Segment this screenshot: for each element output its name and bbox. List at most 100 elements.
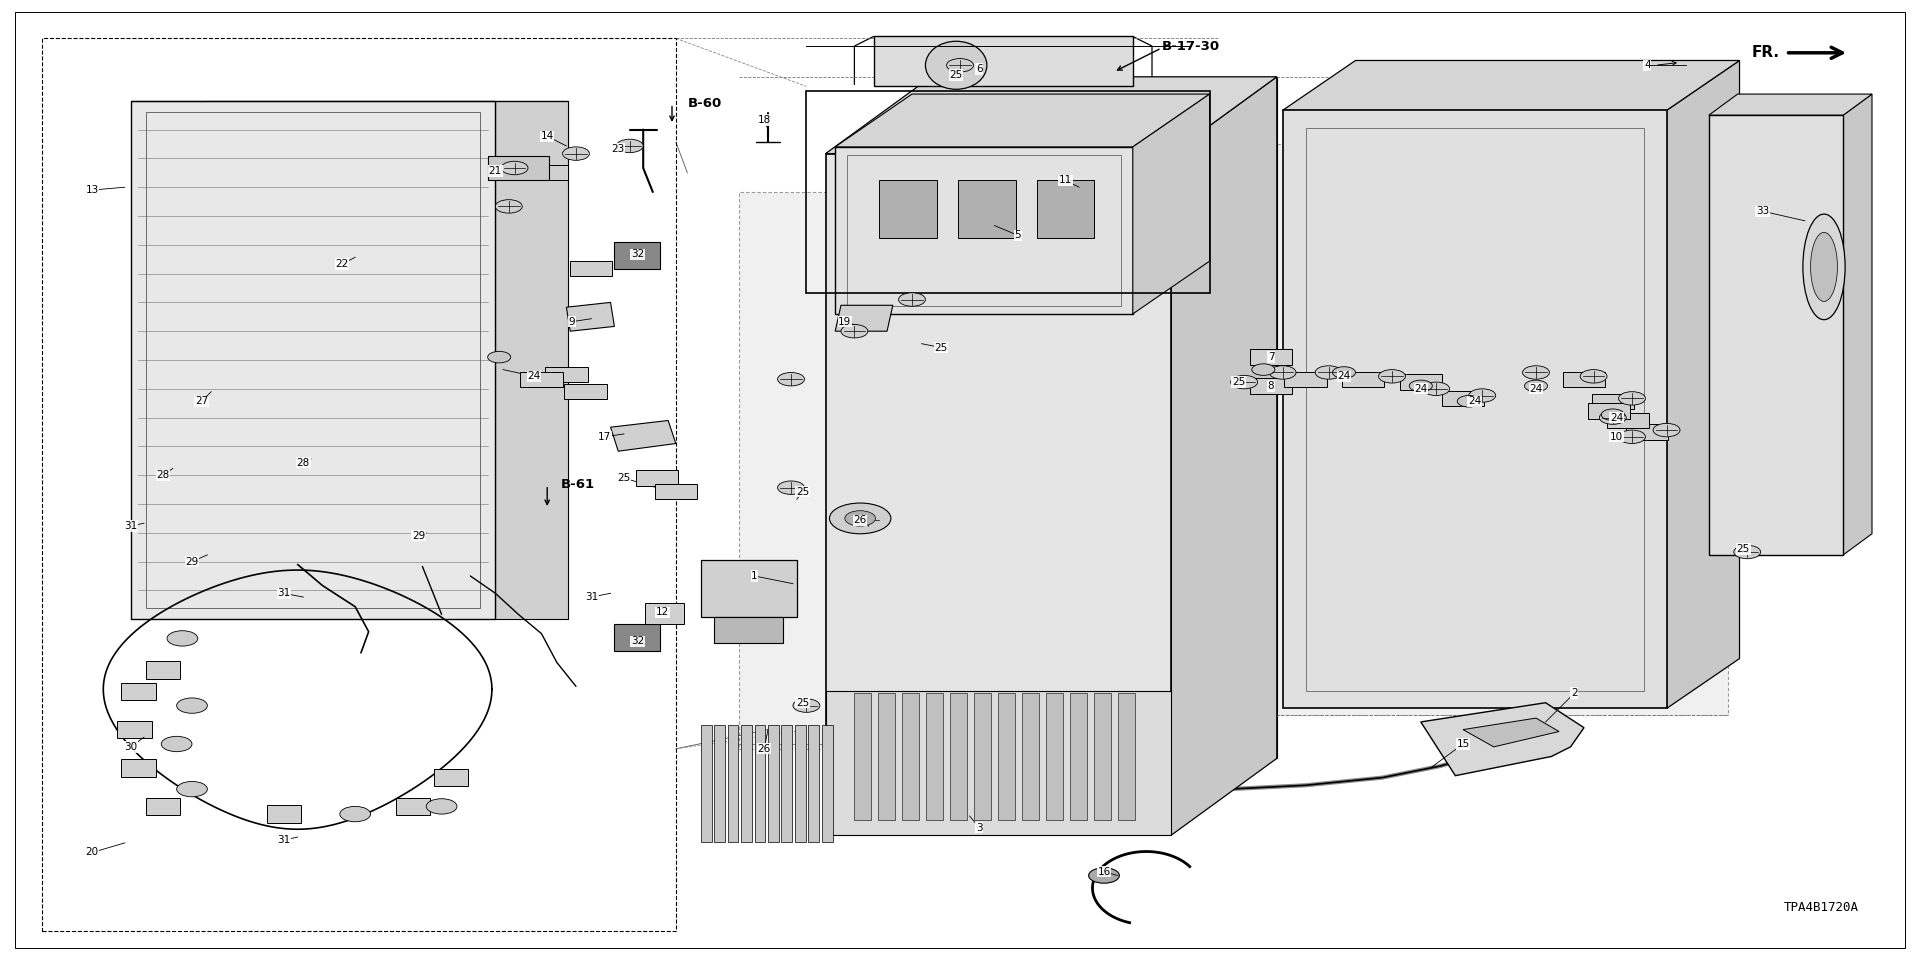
Text: 31: 31 [125,521,136,531]
Bar [520,372,563,387]
Bar [645,603,684,624]
Text: 9: 9 [568,317,576,326]
Text: 29: 29 [186,557,198,566]
Bar [879,180,937,238]
Bar [1071,693,1087,820]
Bar [146,661,180,679]
Circle shape [488,351,511,363]
Circle shape [501,161,528,175]
Polygon shape [1421,703,1584,776]
Circle shape [177,698,207,713]
Circle shape [829,503,891,534]
Circle shape [426,799,457,814]
Circle shape [1315,366,1342,379]
Text: 24: 24 [1611,413,1622,422]
Circle shape [793,699,820,712]
Bar [434,769,468,786]
Polygon shape [1843,94,1872,555]
Bar [570,261,612,276]
Circle shape [1601,409,1624,420]
Ellipse shape [1803,214,1845,320]
Text: 12: 12 [657,608,668,617]
Bar [1442,391,1484,406]
Bar [42,38,676,931]
Circle shape [854,514,881,527]
Bar [1021,693,1039,820]
Circle shape [1653,423,1680,437]
Text: 15: 15 [1457,739,1469,749]
Circle shape [778,372,804,386]
Polygon shape [611,420,676,451]
Bar [1342,372,1384,387]
Bar [925,693,943,820]
Bar [526,165,568,180]
Text: FR.: FR. [1751,45,1780,60]
Circle shape [1523,366,1549,379]
Polygon shape [835,94,1210,147]
Text: 28: 28 [298,458,309,468]
Bar [998,693,1016,820]
Ellipse shape [1811,232,1837,301]
Bar [396,798,430,815]
Polygon shape [566,302,614,331]
Bar [655,484,697,499]
Circle shape [167,631,198,646]
Polygon shape [835,147,1133,314]
Circle shape [1089,868,1119,883]
Circle shape [1409,380,1432,392]
Text: B-17-30: B-17-30 [1162,39,1219,53]
Bar [1607,413,1649,428]
Bar [121,683,156,700]
Text: 28: 28 [157,470,169,480]
Text: 29: 29 [413,531,424,540]
Text: 26: 26 [854,516,866,525]
Text: 25: 25 [797,487,808,496]
Text: 1: 1 [751,571,758,581]
Text: 11: 11 [1060,176,1071,185]
Bar [739,192,1210,749]
Circle shape [1619,392,1645,405]
Text: 31: 31 [586,592,597,602]
Polygon shape [931,77,1277,758]
Polygon shape [131,101,495,619]
Circle shape [1619,430,1645,444]
Bar [854,693,872,820]
Circle shape [1599,411,1626,424]
Bar [1306,128,1644,691]
Bar [1563,372,1605,387]
Text: 33: 33 [1757,206,1768,216]
Bar [488,156,549,180]
Bar [146,798,180,815]
Bar [806,91,1210,293]
Text: 26: 26 [758,744,770,754]
Text: 22: 22 [336,259,348,269]
Bar [847,155,1121,306]
Text: 25: 25 [935,343,947,352]
Circle shape [778,481,804,494]
Bar [1219,144,1728,715]
Text: 25: 25 [950,70,962,80]
Text: 25: 25 [1233,377,1244,387]
Text: 32: 32 [632,636,643,646]
Bar [1250,378,1292,394]
Polygon shape [1709,115,1843,555]
Bar [874,36,1133,86]
Polygon shape [1709,94,1872,115]
Text: 31: 31 [278,835,290,845]
Polygon shape [1283,110,1667,708]
Text: 20: 20 [86,848,98,857]
Text: 14: 14 [541,132,553,141]
Circle shape [495,200,522,213]
Bar [902,693,920,820]
Text: 16: 16 [1098,867,1110,876]
Circle shape [845,511,876,526]
Circle shape [1332,367,1356,378]
Bar [545,367,588,382]
Polygon shape [826,154,1171,835]
Bar [795,725,806,842]
Text: 10: 10 [1611,432,1622,442]
Bar [768,725,780,842]
Circle shape [563,147,589,160]
Circle shape [1423,382,1450,396]
Bar [741,725,753,842]
